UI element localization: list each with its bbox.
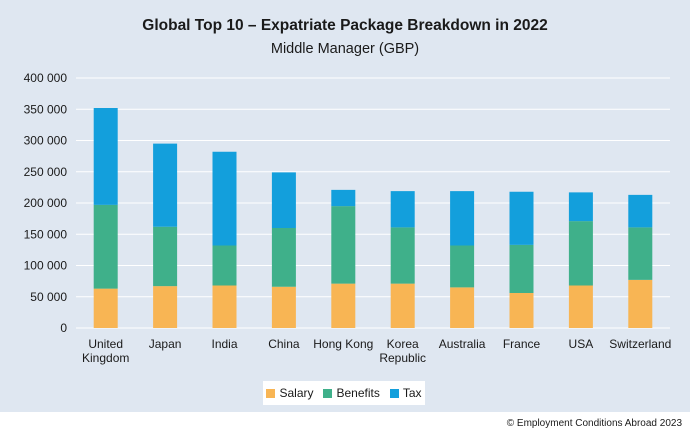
bar-salary [212,285,237,328]
bar-salary [390,283,415,328]
x-tick-label: France [503,337,541,351]
bar-tax [153,143,178,227]
bar-salary [93,288,118,328]
bar-tax [568,192,593,222]
bar-benefits [153,226,178,287]
bar-salary [628,279,653,328]
bar-salary [568,285,593,328]
y-tick-label: 150 000 [24,227,68,241]
x-tick-label: USA [569,337,594,351]
legend-item-salary: Salary [266,386,313,400]
bars [93,108,653,328]
bar-tax [628,194,653,228]
bar-tax [271,172,296,228]
copyright-notice: © Employment Conditions Abroad 2023 [506,418,682,429]
y-tick-label: 0 [60,321,67,335]
x-tick-label: Australia [439,337,486,351]
bar-salary [271,286,296,328]
legend-label-benefits: Benefits [336,386,380,400]
y-axis-ticks: 0 50 000 100 000 150 000 200 000 250 000 300 0… [24,71,68,335]
bar-salary [331,283,356,328]
bar-benefits [509,244,534,293]
bar-tax [450,191,475,246]
x-tick-label: India [211,337,237,351]
x-tick-label: United Kingdom [82,337,129,365]
bar-tax [390,191,415,228]
y-tick-label: 300 000 [24,134,68,148]
legend-swatch-salary [266,388,276,398]
x-tick-label: China [268,337,300,351]
legend-item-benefits: Benefits [323,386,380,400]
bar-benefits [212,245,237,286]
x-tick-label: Switzerland [609,337,671,351]
chart-subtitle: Middle Manager (GBP) [270,41,420,57]
y-tick-label: 250 000 [24,165,68,179]
bar-salary [450,287,475,328]
y-tick-label: 50 000 [30,290,67,304]
x-tick-label: Korea Republic [379,337,426,365]
bar-benefits [93,204,118,289]
bar-tax [93,108,118,205]
chart-title: Global Top 10 – Expatriate Package Break… [142,17,548,34]
bar-benefits [450,245,475,288]
bar-tax [509,191,534,245]
legend-swatch-benefits [323,388,333,398]
bar-salary [509,293,534,328]
bar-salary [153,286,178,328]
bar-benefits [331,206,356,284]
y-tick-label: 350 000 [24,102,68,116]
legend-item-tax: Tax [389,386,422,400]
bar-benefits [271,228,296,287]
x-tick-label: Hong Kong [313,337,373,351]
y-tick-label: 400 000 [24,71,68,85]
legend-swatch-tax [389,388,399,398]
bar-tax [331,189,356,207]
legend-label-tax: Tax [402,386,422,400]
y-tick-label: 200 000 [24,196,68,210]
x-axis-ticks: United Kingdom Japan India China Hong Kong Kor… [82,337,671,365]
legend: Salary Benefits Tax [263,381,425,405]
stacked-bar-chart: 0 50 000 100 000 150 000 200 000 250 000 300 0… [24,71,672,365]
legend-label-salary: Salary [279,386,314,400]
y-tick-label: 100 000 [24,259,68,273]
bar-benefits [568,221,593,286]
bar-benefits [628,227,653,280]
bar-benefits [390,227,415,284]
bar-tax [212,151,237,246]
x-tick-label: Japan [149,337,182,351]
